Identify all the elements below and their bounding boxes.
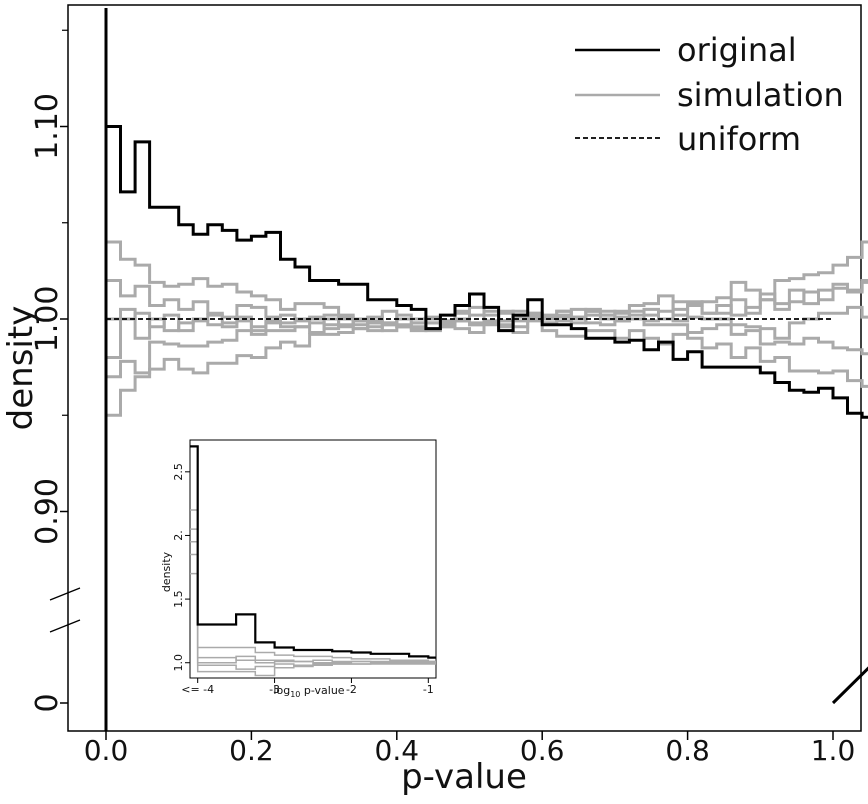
- y-tick-label-2: 1.00: [30, 286, 65, 353]
- x-tick-label-5: 1.0: [811, 734, 856, 767]
- inset-x-label-rest: p-value: [300, 684, 344, 697]
- inset-frame: [189, 439, 437, 679]
- original-series: [104, 8, 868, 705]
- axis-break-lower: [49, 619, 81, 633]
- inset-original-series: [190, 445, 436, 659]
- inset-y-tick-label-3: 2.5: [172, 463, 185, 481]
- inset-x-tick-label-2: -2: [346, 683, 357, 696]
- legend-label-original: original: [677, 31, 797, 69]
- axes-layer: 0.0 0.2 0.4 0.6 0.8 1.000.901.001.10: [30, 29, 856, 767]
- inset-series-layer: [190, 445, 436, 677]
- legend-label-uniform: uniform: [677, 120, 801, 158]
- y-tick-label-3: 1.10: [30, 93, 65, 160]
- simulation-series-2: [106, 309, 868, 417]
- series-layer: [104, 8, 868, 731]
- inset-simulation-series-4: [190, 572, 436, 670]
- inset-y-tick-label-2: 2.: [172, 530, 185, 541]
- inset-y-tick-label-0: 1.0: [172, 654, 185, 672]
- inset-x-label-base: 10: [290, 690, 300, 699]
- legend: original simulation uniform: [575, 31, 844, 158]
- plot-frame: [67, 4, 862, 732]
- x-tick-label-1: 0.2: [229, 734, 274, 767]
- x-axis-label: p-value: [401, 757, 527, 797]
- x-tick-label-3: 0.6: [520, 734, 565, 767]
- simulation-series-6: [106, 305, 868, 340]
- inset-x-tick-label-1: -3: [269, 683, 280, 696]
- inset-x-label-log: log: [273, 684, 290, 697]
- inset-y-tick-label-1: 1.5: [172, 590, 185, 608]
- x-tick-label-0: 0.0: [84, 734, 129, 767]
- x-tick-label-4: 0.8: [665, 734, 710, 767]
- inset-x-tick-label-0: <= -4: [181, 683, 214, 696]
- y-tick-label-0: 0: [30, 693, 65, 712]
- inset-y-axis-label: density: [160, 551, 173, 592]
- inset-axes-layer: <= -4 -3 -2 -1 1.0 1.5 2. 2.5: [172, 463, 434, 696]
- inset-simulation-series-1: [190, 509, 436, 663]
- inset-x-axis-label: log10 p-value: [273, 684, 344, 699]
- y-axis-label: density: [1, 306, 41, 431]
- inset-simulation-series-5: [190, 553, 436, 664]
- inset-plot: <= -4 -3 -2 -1 1.0 1.5 2. 2.5 density log10 p-v…: [160, 439, 437, 699]
- axis-break-upper: [49, 587, 81, 601]
- main-plot: 0.0 0.2 0.4 0.6 0.8 1.000.901.001.10 p-value …: [1, 4, 868, 797]
- x-tick-label-2: 0.4: [375, 734, 420, 767]
- legend-label-simulation: simulation: [677, 76, 844, 114]
- y-tick-label-1: 0.90: [30, 478, 65, 545]
- simulation-series-1: [106, 240, 868, 333]
- inset-x-tick-label-3: -1: [423, 683, 434, 696]
